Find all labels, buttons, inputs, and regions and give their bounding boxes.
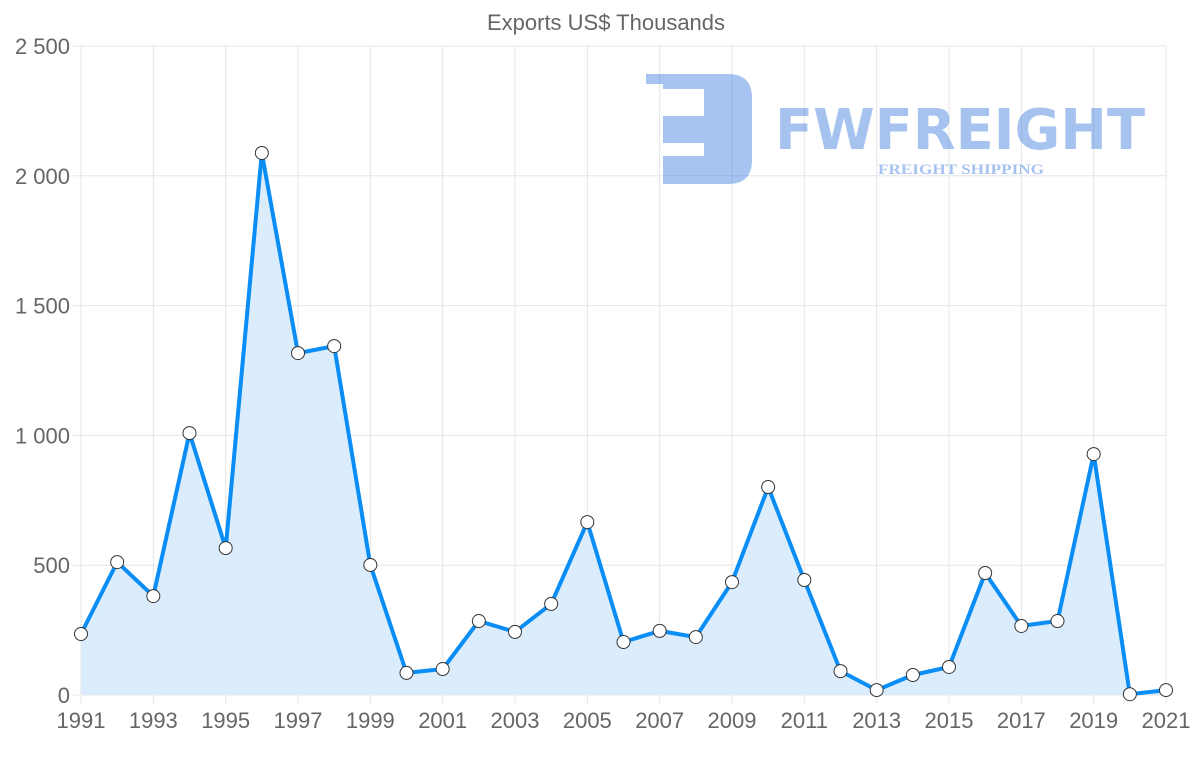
y-tick-label: 0	[58, 683, 70, 708]
data-point	[1086, 447, 1101, 462]
data-point	[508, 624, 522, 639]
x-tick-label: 1993	[129, 708, 178, 733]
plot-area	[74, 145, 1173, 702]
x-tick-label: 2021	[1142, 708, 1191, 733]
watermark-tagline: FREIGHT SHIPPING	[878, 162, 1044, 178]
data-point	[797, 572, 812, 587]
x-tick-label: 1999	[346, 708, 395, 733]
data-point	[74, 626, 88, 641]
data-point	[254, 145, 269, 160]
x-tick-label: 2019	[1069, 708, 1118, 733]
x-tick-label: 1991	[57, 708, 106, 733]
data-point	[1122, 687, 1137, 702]
data-point	[146, 589, 161, 604]
watermark-brand: FWFREIGHT	[775, 98, 1145, 163]
data-point	[327, 339, 342, 354]
y-tick-label: 1 500	[15, 294, 70, 319]
x-tick-label: 1997	[274, 708, 323, 733]
data-point	[399, 665, 414, 680]
x-tick-label: 2009	[708, 708, 757, 733]
data-point	[978, 565, 993, 580]
data-point	[1159, 683, 1173, 698]
data-point	[1050, 614, 1065, 629]
x-tick-label: 2003	[491, 708, 540, 733]
data-point	[363, 557, 378, 572]
chart-title: Exports US$ Thousands	[487, 10, 725, 35]
data-point	[471, 614, 486, 629]
logo-mark-icon	[646, 74, 752, 184]
data-point	[1014, 618, 1029, 633]
data-point	[580, 515, 595, 530]
y-tick-label: 2 000	[15, 164, 70, 189]
x-tick-label: 2005	[563, 708, 612, 733]
data-point	[833, 664, 848, 679]
x-tick-label: 2013	[852, 708, 901, 733]
x-tick-label: 2007	[635, 708, 684, 733]
data-point	[761, 480, 776, 495]
data-point	[652, 623, 667, 638]
y-tick-label: 500	[33, 553, 70, 578]
x-tick-label: 2001	[418, 708, 467, 733]
data-point	[218, 541, 233, 556]
x-tick-label: 2017	[997, 708, 1046, 733]
x-tick-label: 2011	[781, 708, 828, 733]
data-point	[616, 635, 631, 650]
fwfreight-watermark-logo: FWFREIGHT FREIGHT SHIPPING	[646, 74, 1145, 184]
data-point	[182, 426, 197, 441]
data-point	[435, 662, 450, 677]
x-tick-label: 1995	[201, 708, 250, 733]
data-point	[291, 346, 305, 361]
data-point	[869, 683, 884, 698]
data-point	[688, 630, 703, 645]
data-point	[905, 668, 920, 683]
axes: 0 500 1 000 1 500 2 000 2 500 1991 1993 1995 1997…	[15, 34, 1191, 733]
data-point	[725, 575, 739, 590]
data-point	[544, 596, 559, 611]
y-tick-label: 2 500	[15, 34, 70, 59]
y-tick-label: 1 000	[15, 423, 70, 448]
data-point	[110, 555, 125, 570]
series-area-fill	[81, 153, 1166, 695]
x-tick-label: 2015	[925, 708, 974, 733]
data-point	[942, 659, 956, 674]
